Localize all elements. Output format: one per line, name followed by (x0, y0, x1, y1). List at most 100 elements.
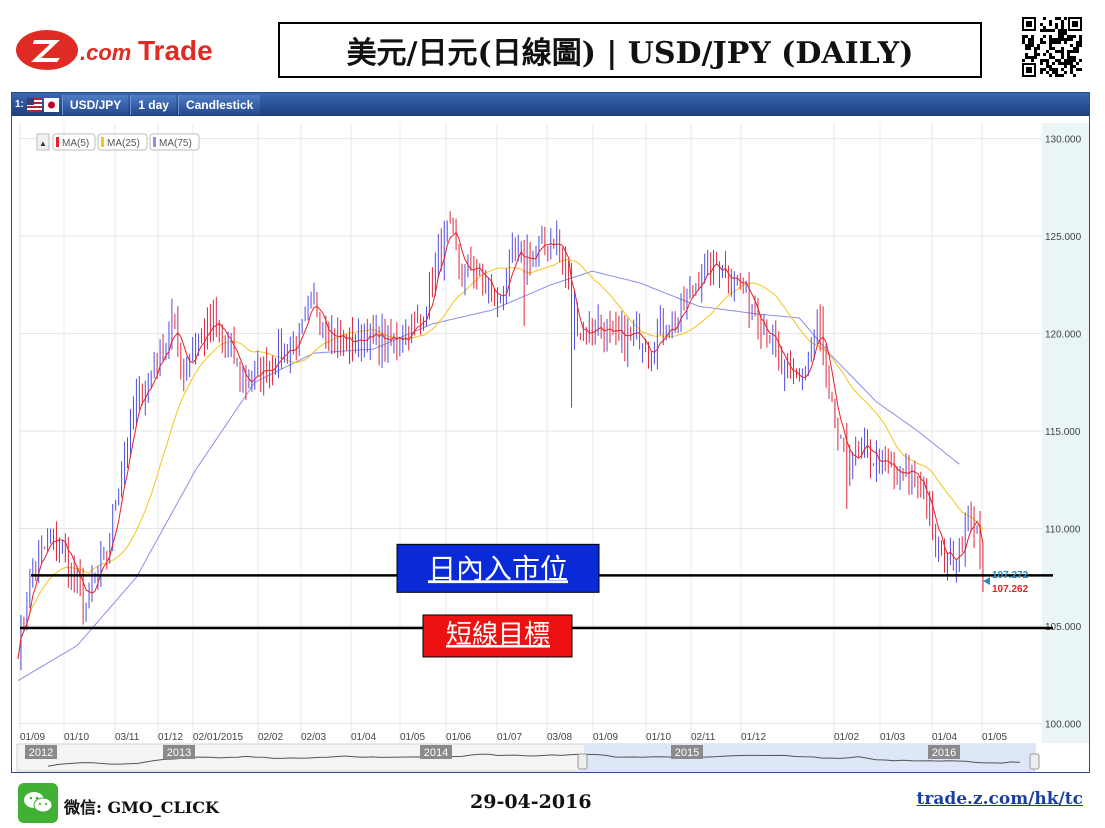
qr-module (1052, 68, 1055, 71)
qr-module (1034, 47, 1037, 50)
x-tick-label: 01/12 (741, 732, 766, 743)
qr-module (1061, 47, 1064, 50)
qr-module (1043, 59, 1046, 62)
x-tick-label: 01/09 (593, 732, 618, 743)
qr-module (1055, 59, 1058, 62)
qr-module (1049, 38, 1052, 41)
qr-module (1031, 41, 1034, 44)
footer: 微信: GMO_CLICK 29-04-2016 trade.z.com/hk/… (0, 778, 1105, 824)
qr-module (1031, 38, 1034, 41)
entry-label: 日內入市位 (428, 552, 568, 585)
qr-module (1070, 71, 1073, 74)
qr-module (1070, 50, 1073, 53)
qr-module (1073, 56, 1076, 59)
qr-module (1028, 44, 1031, 47)
page-title: 美元/日元(日線圖) | USD/JPY (DAILY) (278, 22, 982, 78)
qr-module (1073, 59, 1076, 62)
qr-module (1064, 59, 1067, 62)
usd-jpy-flag-icon (26, 97, 59, 112)
legend-item-ma5[interactable]: MA(5) (52, 133, 96, 151)
entry-annotation: 日內入市位 (396, 543, 600, 593)
qr-module (1040, 71, 1043, 74)
navigator-right-handle[interactable] (1029, 753, 1040, 770)
qr-module (1076, 47, 1079, 50)
y-tick-label: 125.000 (1045, 232, 1082, 243)
qr-module (1028, 41, 1031, 44)
qr-module (1058, 62, 1061, 65)
symbol-selector[interactable]: USD/JPY (61, 94, 129, 115)
qr-module (1049, 35, 1052, 38)
qr-module (1043, 53, 1046, 56)
current-price-marker-icon (983, 577, 990, 586)
qr-module (1064, 41, 1067, 44)
qr-module (1040, 41, 1043, 44)
qr-module (1070, 56, 1073, 59)
x-tick-label: 01/04 (932, 732, 957, 743)
wechat-id: 微信: GMO_CLICK (64, 798, 219, 817)
svg-text:Trade: Trade (138, 35, 213, 66)
qr-module (1037, 44, 1040, 47)
x-tick-label: 02/03 (301, 732, 326, 743)
legend-item-ma25[interactable]: MA(25) (97, 133, 148, 151)
qr-module (1058, 17, 1061, 20)
x-tick-label: 01/03 (880, 732, 905, 743)
navigator-selection[interactable] (584, 744, 1035, 771)
navigator-year-badge (928, 745, 960, 759)
interval-selector[interactable]: 1 day (130, 94, 176, 115)
qr-module (1043, 29, 1046, 32)
qr-module (1073, 47, 1076, 50)
legend-toggle-button[interactable] (36, 133, 50, 151)
navigator-year-badge (420, 745, 452, 759)
qr-module (1043, 68, 1046, 71)
chart-style-selector[interactable]: Candlestick (177, 94, 261, 115)
x-tick-label: 01/10 (646, 732, 671, 743)
qr-code-icon (1021, 16, 1083, 78)
x-tick-label: 02/01/2015 (193, 732, 243, 743)
qr-module (1049, 47, 1052, 50)
navigator-year-label: 2013 (167, 747, 191, 759)
qr-module (1070, 59, 1073, 62)
qr-module (1079, 35, 1082, 38)
ma75-line (17, 270, 960, 682)
qr-module (1076, 50, 1079, 53)
qr-module (1061, 68, 1064, 71)
qr-module (1049, 65, 1052, 68)
website-link[interactable]: trade.z.com/hk/tc (916, 789, 1083, 809)
qr-module (1079, 68, 1082, 71)
qr-module (1052, 38, 1055, 41)
qr-module (1031, 59, 1034, 62)
qr-module (1067, 35, 1070, 38)
qr-module (1022, 35, 1025, 38)
qr-module (1058, 35, 1061, 38)
qr-module (1061, 38, 1064, 41)
qr-module (1058, 50, 1061, 53)
chart-navigator[interactable]: 2012 2013 2014 2015 2016 (16, 743, 1040, 772)
x-tick-label: 02/11 (691, 732, 716, 743)
qr-module (1058, 74, 1061, 77)
qr-module (1064, 65, 1067, 68)
x-tick-label: 02/02 (258, 732, 283, 743)
qr-module (1055, 17, 1058, 20)
navigator-overview-line (47, 753, 1021, 767)
navigator-year-label: 2014 (424, 747, 448, 759)
qr-module (1031, 56, 1034, 59)
qr-module (1034, 56, 1037, 59)
legend-item-ma75[interactable]: MA(75) (149, 133, 200, 151)
legend-label-ma25: MA(25) (107, 138, 140, 149)
qr-module (1040, 59, 1043, 62)
navigator-left-handle[interactable] (577, 753, 588, 770)
qr-module (1079, 38, 1082, 41)
qr-module (1055, 68, 1058, 71)
qr-module (1049, 68, 1052, 71)
qr-module (1040, 29, 1043, 32)
qr-module (1043, 41, 1046, 44)
y-tick-label: 110.000 (1045, 525, 1081, 536)
x-tick-label: 01/06 (446, 732, 471, 743)
qr-module (1073, 65, 1076, 68)
x-tick-label: 01/10 (64, 732, 89, 743)
qr-module (1079, 44, 1082, 47)
usdjpy-candlestick-chart: 130.000 125.000 120.000 115.000 110.000 105.0… (12, 116, 1089, 772)
ma25-line (17, 258, 984, 660)
qr-module (1037, 47, 1040, 50)
y-tick-label: 105.000 (1045, 622, 1082, 633)
